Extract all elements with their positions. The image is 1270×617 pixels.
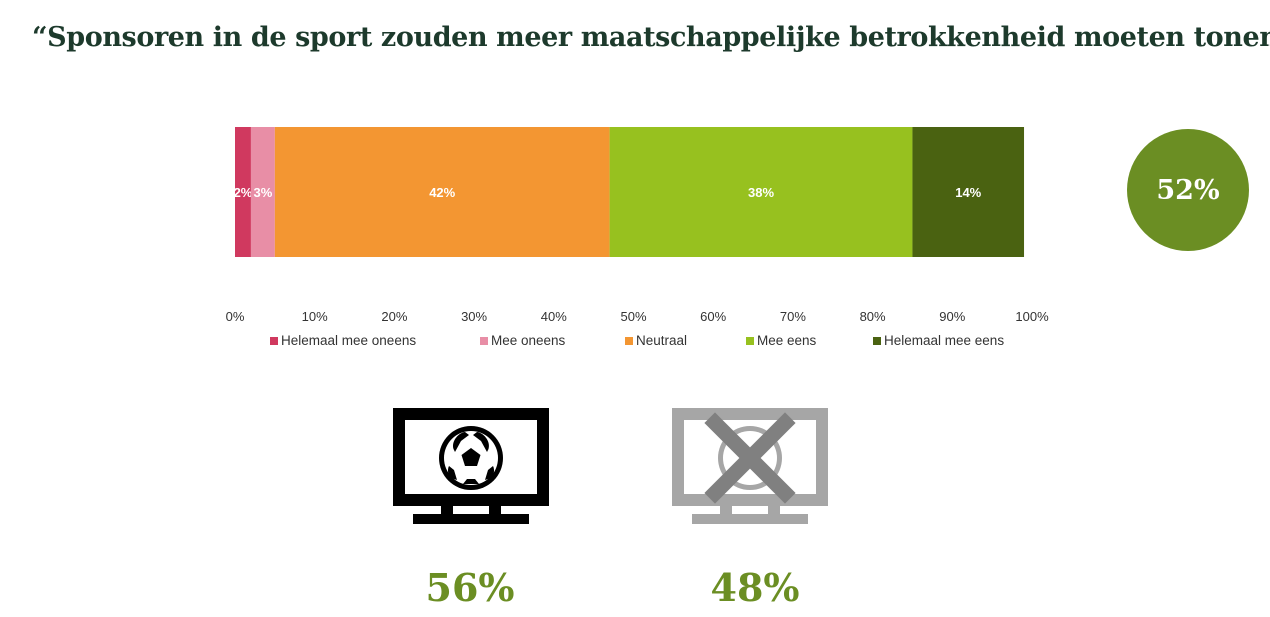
x-tick-label: 80% [860,309,886,324]
bar-segment-3 [274,127,610,257]
x-tick-label: 20% [381,309,407,324]
x-tick-label: 90% [939,309,965,324]
bar-segment-1 [235,127,251,257]
x-tick-label: 0% [226,309,245,324]
legend-swatch [270,336,278,345]
legend-swatch [746,336,754,345]
legend-swatch [480,336,488,345]
chart-title: “Sponsoren in de sport zouden meer maats… [32,22,1270,53]
bar-label-4: 38% [748,185,774,200]
legend-item: Mee oneens [480,333,565,348]
bar-segment-2 [250,127,275,257]
legend-label: Helemaal mee eens [884,333,1005,348]
legend-swatch [625,336,633,345]
legend-label: Mee eens [757,333,817,348]
tv-football-crossed-icon [672,408,828,524]
x-tick-label: 40% [541,309,567,324]
legend-item: Neutraal [625,333,687,348]
x-tick-label: 30% [461,309,487,324]
x-tick-label: 10% [302,309,328,324]
stacked-bar-chart: 2% 3% 42% 38% 14% 0% 10% 20% 30% 40% 50% 60% 70% 80% 9… [226,127,1049,324]
x-tick-label: 60% [700,309,726,324]
x-tick-label: 70% [780,309,806,324]
legend-label: Neutraal [636,333,688,348]
legend-label: Helemaal mee oneens [281,333,417,348]
legend-item: Helemaal mee oneens [270,333,416,348]
legend-item: Mee eens [746,333,816,348]
legend-label: Mee oneens [491,333,566,348]
summary-value: 52% [1156,174,1220,206]
bar-label-5: 14% [955,185,981,200]
nowatch-stat: 48% [710,565,800,610]
legend: Helemaal mee oneens Mee oneens Neutraal Mee… [270,333,1030,351]
legend-swatch [873,336,881,345]
tv-football-icon [393,408,549,524]
summary-circle: 52% [1127,129,1249,251]
bar-label-3: 42% [429,185,455,200]
bar-segment-5 [912,127,1025,257]
bar-label-1: 2% [234,185,253,200]
x-tick-label: 100% [1015,309,1049,324]
bar-label-2: 3% [253,185,272,200]
bar-segment-4 [609,127,913,257]
x-tick-label: 50% [620,309,646,324]
watch-stat: 56% [425,565,515,610]
legend-item: Helemaal mee eens [873,333,1004,348]
